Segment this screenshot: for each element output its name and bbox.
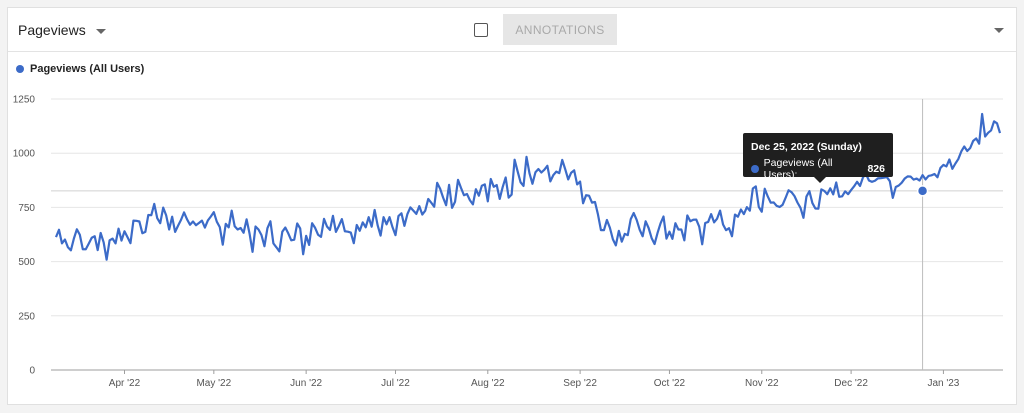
series-line-pageviews <box>54 112 1002 261</box>
tooltip-arrow <box>814 177 826 183</box>
highlight-data-point <box>916 185 929 197</box>
annotations-checkbox[interactable] <box>474 23 488 37</box>
y-tick-label-0: 0 <box>29 366 35 377</box>
x-tick-label: Jan '23 <box>927 378 959 389</box>
annotations-button[interactable]: ANNOTATIONS <box>503 14 617 45</box>
y-tick-label-1000: 1000 <box>13 149 36 160</box>
x-tick-label: Nov '22 <box>745 378 779 389</box>
x-tick-label: Jul '22 <box>381 378 410 389</box>
chart-y-axis: 0 250 500 750 1000 1250 <box>13 95 36 377</box>
chart-options-chevron-icon[interactable] <box>994 28 1004 33</box>
x-tick-label: Oct '22 <box>654 378 686 389</box>
y-tick-label-750: 750 <box>18 203 35 214</box>
x-tick-label: May '22 <box>196 378 231 389</box>
x-tick-label: Sep '22 <box>563 378 597 389</box>
chart-toolbar: Pageviews ANNOTATIONS <box>8 8 1016 52</box>
chart-legend: Pageviews (All Users) <box>16 63 144 75</box>
metric-dropdown-label: Pageviews <box>18 22 86 38</box>
x-tick-label: Aug '22 <box>471 378 505 389</box>
tooltip-date: Dec 25, 2022 (Sunday) <box>751 141 862 153</box>
metric-dropdown[interactable]: Pageviews <box>18 20 106 40</box>
legend-series-label: Pageviews (All Users) <box>30 63 145 75</box>
y-tick-label-500: 500 <box>18 257 35 268</box>
legend-series-dot-icon <box>16 65 24 73</box>
x-tick-label: Apr '22 <box>109 378 141 389</box>
y-tick-label-1250: 1250 <box>13 95 36 106</box>
chart-x-axis: Apr '22 May '22 Jun '22 Jul '22 Aug '22 Sep '… <box>109 370 960 389</box>
tooltip-series-dot-icon <box>751 165 759 173</box>
x-tick-label: Jun '22 <box>290 378 322 389</box>
y-tick-label-250: 250 <box>18 311 35 322</box>
tooltip-series-label: Pageviews (All Users): <box>763 157 833 181</box>
analytics-card: Pageviews ANNOTATIONS Pageviews (All Use… <box>7 7 1017 405</box>
tooltip-value: 826 <box>867 163 885 175</box>
x-tick-label: Dec '22 <box>834 378 868 389</box>
chevron-down-icon <box>95 28 106 34</box>
pageviews-line-chart[interactable]: 0 250 500 750 1000 1250 Apr '22 May '22 Jun '22… <box>8 8 1016 404</box>
chart-gridlines <box>51 98 1003 371</box>
data-point-tooltip: Dec 25, 2022 (Sunday) Pageviews (All Use… <box>743 133 893 183</box>
